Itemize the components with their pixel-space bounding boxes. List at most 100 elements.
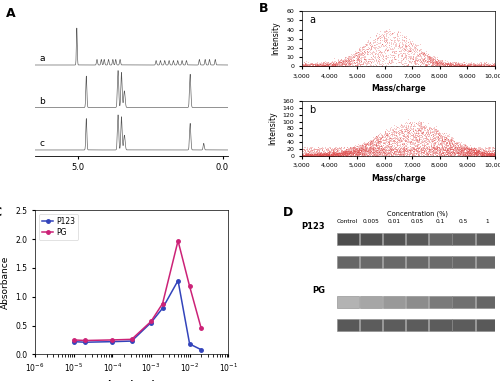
Point [328, 62, 336, 68]
Point [438, 150, 446, 156]
Point [440, 140, 448, 146]
Point [310, 63, 318, 69]
Point [455, 61, 463, 67]
Point [298, 152, 306, 158]
Point [336, 58, 344, 64]
Point [300, 63, 308, 69]
Point [456, 62, 464, 68]
Point [442, 60, 450, 66]
Point [356, 142, 364, 149]
Point [380, 36, 388, 42]
Point [487, 62, 495, 68]
Point [454, 63, 462, 69]
Point [350, 150, 358, 157]
Point [463, 144, 471, 150]
Point [318, 150, 326, 156]
Point [489, 148, 497, 154]
Point [448, 61, 456, 67]
Point [306, 62, 314, 68]
Point [381, 150, 389, 156]
Point [324, 62, 332, 68]
Point [336, 151, 344, 157]
Point [470, 146, 478, 152]
Point [442, 141, 450, 147]
Point [326, 151, 334, 157]
Point [448, 152, 456, 158]
Point [449, 138, 457, 144]
Point [426, 141, 434, 147]
Point [299, 152, 307, 158]
Point [316, 152, 324, 158]
Point [352, 149, 360, 155]
Point [314, 152, 322, 158]
Point [345, 147, 353, 154]
Point [312, 148, 320, 154]
Point [310, 152, 318, 158]
Point [397, 130, 405, 136]
Point [370, 150, 378, 156]
Point [454, 149, 462, 155]
Point [359, 50, 367, 56]
Point [348, 60, 356, 66]
Point [328, 146, 336, 152]
Point [468, 148, 475, 154]
Point [346, 60, 354, 66]
Point [369, 40, 377, 46]
Point [340, 58, 347, 64]
Point [327, 150, 335, 157]
Point [366, 149, 374, 155]
Point [382, 132, 390, 138]
Point [452, 63, 460, 69]
Point [348, 56, 356, 62]
Point [432, 145, 440, 151]
Point [360, 49, 368, 55]
Point [450, 152, 458, 158]
Point [351, 60, 359, 66]
Point [398, 46, 406, 52]
Point [464, 152, 471, 158]
Point [426, 147, 434, 154]
Point [318, 152, 326, 158]
Point [433, 62, 441, 68]
Point [386, 28, 394, 34]
Point [368, 152, 376, 158]
Point [367, 138, 375, 144]
Point [414, 127, 422, 133]
Point [444, 147, 452, 154]
Point [490, 62, 498, 68]
Point [468, 149, 475, 155]
Point [405, 128, 413, 134]
Point [404, 151, 412, 157]
Point [478, 63, 486, 69]
Point [399, 136, 407, 142]
Point [386, 150, 394, 156]
Point [423, 131, 431, 137]
Point [464, 61, 472, 67]
Point [354, 145, 362, 151]
Point [466, 150, 473, 156]
Point [482, 151, 490, 157]
Point [321, 152, 329, 158]
Point [480, 62, 488, 68]
Point [387, 135, 395, 141]
Point [310, 152, 318, 158]
Point [418, 128, 426, 134]
Point [448, 145, 456, 151]
Point [380, 150, 388, 157]
Point [433, 144, 441, 150]
Point [378, 131, 386, 137]
Point [306, 147, 314, 154]
Point [368, 145, 376, 151]
Point [430, 59, 438, 65]
Point [308, 152, 316, 158]
Point [329, 149, 337, 155]
Point [443, 148, 451, 154]
Point [478, 63, 486, 69]
Point [424, 60, 432, 66]
Point [368, 56, 376, 62]
Point [306, 152, 314, 158]
Point [402, 146, 410, 152]
Point [346, 149, 354, 155]
Point [343, 150, 351, 156]
Point [358, 145, 366, 151]
